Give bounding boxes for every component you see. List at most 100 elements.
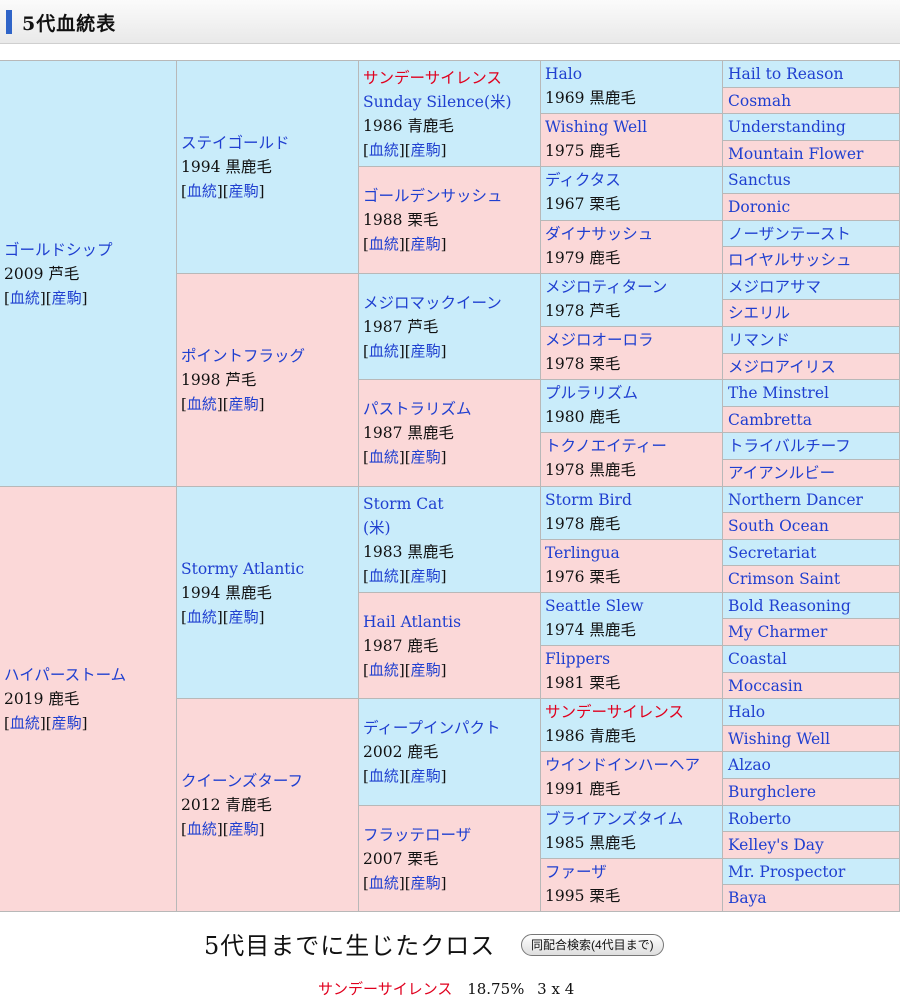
horse-name-link[interactable]: フラッテローザ [363, 825, 472, 844]
horse-name-link[interactable]: Mr. Prospector [728, 862, 846, 881]
horse-name-alt-link[interactable]: (米) [363, 518, 391, 537]
pedigree-cell-gen3: フラッテローザ 2007 栗毛 [血統][産駒] [359, 806, 541, 912]
horse-name-link[interactable]: My Charmer [728, 623, 828, 641]
progeny-link[interactable]: 産駒 [410, 235, 441, 253]
horse-name-link[interactable]: パストラリズム [363, 400, 472, 418]
horse-name-link[interactable]: トライバルチーフ [728, 437, 851, 455]
horse-name-link[interactable]: Coastal [728, 650, 787, 668]
pedigree-link[interactable]: 血統 [186, 607, 217, 626]
horse-name-link[interactable]: メジロアイリス [728, 357, 836, 376]
horse-name-link[interactable]: Cambretta [728, 410, 813, 429]
horse-name-link[interactable]: Baya [728, 889, 767, 907]
pedigree-link[interactable]: 血統 [9, 288, 40, 307]
horse-name-link[interactable]: Storm Cat [363, 494, 444, 513]
horse-name-link[interactable]: Mountain Flower [728, 144, 864, 163]
horse-name-link[interactable]: Moccasin [728, 676, 803, 695]
horse-name-link[interactable]: Wishing Well [545, 118, 648, 136]
progeny-link[interactable]: 産駒 [228, 820, 259, 838]
horse-name-link[interactable]: Seattle Slew [545, 597, 644, 615]
pedigree-cell-gen5: ロイヤルサッシュ [723, 247, 900, 274]
horse-name-alt-link[interactable]: Sunday Silence(米) [363, 92, 512, 111]
horse-name-link[interactable]: Alzao [728, 756, 771, 774]
horse-name-link[interactable]: Wishing Well [728, 729, 831, 748]
horse-name-link[interactable]: メジロアサマ [728, 277, 822, 296]
horse-name-link[interactable]: Hail Atlantis [363, 612, 462, 631]
pedigree-link[interactable]: 血統 [9, 714, 40, 732]
horse-name-link[interactable]: プルラリズム [545, 384, 639, 402]
pedigree-link[interactable]: 血統 [368, 341, 399, 360]
horse-name-link[interactable]: ハイパーストーム [4, 666, 127, 684]
pedigree-link[interactable]: 血統 [368, 235, 399, 253]
pedigree-link[interactable]: 血統 [368, 448, 399, 466]
horse-name-link[interactable]: メジロマックイーン [363, 293, 502, 312]
progeny-link[interactable]: 産駒 [228, 182, 259, 200]
horse-name-link[interactable]: Flippers [545, 650, 611, 668]
progeny-link[interactable]: 産駒 [410, 566, 441, 585]
progeny-link[interactable]: 産駒 [410, 140, 441, 159]
progeny-link[interactable]: 産駒 [410, 767, 441, 785]
horse-name-link[interactable]: ポイントフラッグ [181, 347, 306, 365]
progeny-link[interactable]: 産駒 [410, 873, 441, 892]
horse-name-link[interactable]: リマンド [728, 331, 791, 349]
progeny-link[interactable]: 産駒 [410, 341, 441, 360]
horse-name-link[interactable]: ノーザンテースト [728, 224, 851, 243]
pedigree-link[interactable]: 血統 [368, 140, 399, 159]
progeny-link[interactable]: 産駒 [51, 714, 82, 732]
horse-name-link[interactable]: ブライアンズタイム [545, 810, 684, 828]
progeny-link[interactable]: 産駒 [228, 607, 259, 626]
horse-name-link[interactable]: シエリル [728, 304, 791, 322]
horse-name-link[interactable]: ディクタス [545, 171, 621, 189]
horse-name-link[interactable]: Crimson Saint [728, 570, 841, 588]
horse-name-link[interactable]: トクノエイティー [545, 437, 667, 455]
horse-name-link[interactable]: サンデーサイレンス [545, 703, 684, 721]
progeny-link[interactable]: 産駒 [228, 395, 259, 413]
horse-name-link[interactable]: Halo [545, 65, 583, 83]
pedigree-link[interactable]: 血統 [186, 820, 217, 838]
horse-name-link[interactable]: Understanding [728, 118, 846, 136]
pedigree-link[interactable]: 血統 [186, 395, 217, 413]
pedigree-link[interactable]: 血統 [368, 767, 399, 785]
horse-name-link[interactable]: Hail to Reason [728, 65, 844, 83]
pedigree-link[interactable]: 血統 [368, 873, 399, 892]
same-mating-search-button[interactable]: 同配合検索(4代目まで) [521, 934, 664, 956]
horse-name-link[interactable]: ファーザ [545, 863, 607, 881]
horse-name-link[interactable]: メジロティターン [545, 278, 668, 296]
horse-name-link[interactable]: Sanctus [728, 171, 791, 189]
progeny-link[interactable]: 産駒 [410, 660, 441, 679]
horse-birth-color: 1967 栗毛 [545, 195, 621, 213]
horse-name-link[interactable]: ダイナサッシュ [545, 225, 654, 243]
horse-birth-color: 1994 黒鹿毛 [181, 158, 272, 176]
pedigree-cell-gen2: ステイゴールド 1994 黒鹿毛 [血統][産駒] [177, 61, 359, 274]
pedigree-link[interactable]: 血統 [368, 566, 399, 585]
horse-name-link[interactable]: ゴールデンサッシュ [363, 187, 503, 205]
pedigree-cell-gen4: Halo 1969 黒鹿毛 [541, 61, 723, 114]
horse-name-link[interactable]: Terlingua [545, 544, 620, 562]
horse-name-link[interactable]: ゴールドシップ [4, 240, 113, 259]
horse-name-link[interactable]: Bold Reasoning [728, 596, 851, 615]
progeny-link[interactable]: 産駒 [410, 448, 441, 466]
horse-name-link[interactable]: The Minstrel [728, 384, 829, 402]
horse-name-link[interactable]: Storm Bird [545, 491, 632, 509]
horse-name-link[interactable]: ステイゴールド [181, 134, 290, 152]
horse-name-link[interactable]: Roberto [728, 809, 792, 828]
pedigree-link[interactable]: 血統 [186, 182, 217, 200]
horse-name-link[interactable]: Northern Dancer [728, 490, 863, 509]
horse-name-link[interactable]: ロイヤルサッシュ [728, 251, 852, 269]
horse-name-link[interactable]: クイーンズターフ [181, 772, 303, 790]
horse-name-link[interactable]: Doronic [728, 198, 791, 216]
horse-name-link[interactable]: Burghclere [728, 783, 817, 801]
horse-name-link[interactable]: South Ocean [728, 517, 829, 535]
horse-name-link[interactable]: Kelley's Day [728, 836, 824, 854]
horse-name-link[interactable]: メジロオーロラ [545, 331, 654, 349]
horse-name-link[interactable]: アイアンルビー [728, 464, 836, 482]
horse-name-link[interactable]: Secretariat [728, 543, 817, 562]
horse-name-link[interactable]: ウインドインハーヘア [545, 756, 701, 774]
horse-name-link[interactable]: サンデーサイレンス [363, 68, 502, 87]
progeny-link[interactable]: 産駒 [51, 288, 82, 307]
horse-name-link[interactable]: Stormy Atlantic [181, 559, 305, 578]
cross-horse-link[interactable]: サンデーサイレンス [318, 980, 453, 998]
horse-name-link[interactable]: ディープインパクト [363, 719, 501, 737]
pedigree-link[interactable]: 血統 [368, 660, 399, 679]
horse-name-link[interactable]: Cosmah [728, 91, 792, 110]
horse-name-link[interactable]: Halo [728, 703, 766, 721]
